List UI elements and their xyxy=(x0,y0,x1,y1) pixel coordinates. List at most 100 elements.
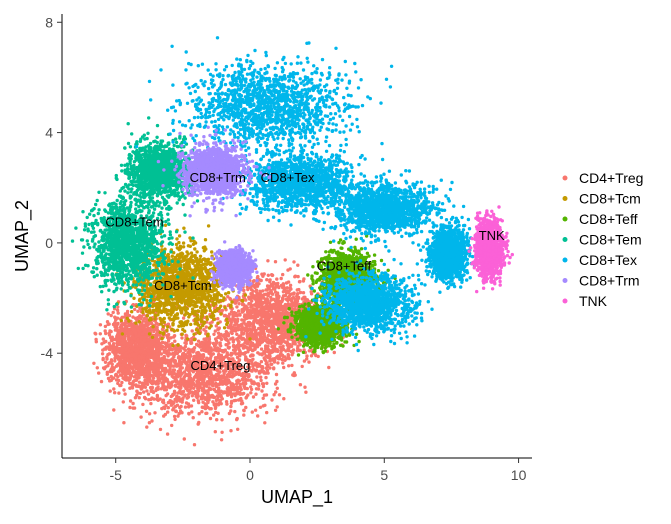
scatter-point xyxy=(264,288,268,292)
scatter-point xyxy=(188,352,192,356)
scatter-point xyxy=(202,375,207,379)
scatter-point xyxy=(266,371,270,375)
scatter-point xyxy=(281,285,285,290)
scatter-point xyxy=(254,288,259,292)
scatter-point xyxy=(192,391,197,396)
scatter-point xyxy=(171,368,176,372)
scatter-point xyxy=(297,280,302,284)
scatter-point xyxy=(251,353,255,357)
scatter-point xyxy=(99,379,104,384)
scatter-point xyxy=(109,358,114,362)
scatter-point xyxy=(223,306,227,310)
scatter-point xyxy=(154,364,158,368)
scatter-point xyxy=(227,346,231,350)
scatter-point xyxy=(248,312,253,316)
scatter-point xyxy=(136,364,140,368)
scatter-point xyxy=(187,384,191,389)
scatter-point xyxy=(217,382,221,387)
scatter-point xyxy=(288,294,292,298)
scatter-point xyxy=(254,328,258,333)
scatter-point xyxy=(168,346,172,351)
scatter-point xyxy=(263,350,267,354)
scatter-point xyxy=(156,374,160,379)
scatter-point xyxy=(155,328,159,332)
scatter-point xyxy=(246,374,250,378)
scatter-point xyxy=(282,365,286,370)
scatter-point xyxy=(256,414,260,418)
scatter-point xyxy=(278,345,282,349)
scatter-point xyxy=(121,363,125,367)
scatter-point xyxy=(166,325,170,329)
scatter-point xyxy=(248,337,252,341)
scatter-point xyxy=(250,341,255,345)
scatter-point xyxy=(192,332,196,336)
scatter-point xyxy=(93,331,97,335)
scatter-point xyxy=(214,384,219,389)
scatter-point xyxy=(169,394,173,399)
scatter-point xyxy=(136,328,140,332)
scatter-point xyxy=(155,397,159,401)
scatter-point xyxy=(250,410,254,414)
scatter-point xyxy=(201,379,205,383)
scatter-point xyxy=(276,361,280,365)
scatter-point xyxy=(265,340,269,344)
scatter-point xyxy=(204,247,208,251)
scatter-point xyxy=(173,417,177,422)
scatter-point xyxy=(145,425,149,429)
scatter-point xyxy=(219,438,224,442)
scatter-point xyxy=(249,295,253,299)
scatter-point xyxy=(286,298,290,303)
scatter-point xyxy=(189,378,194,383)
scatter-point xyxy=(98,332,103,336)
scatter-point xyxy=(169,352,173,356)
scatter-point xyxy=(153,354,158,358)
scatter-point xyxy=(253,408,258,412)
scatter-point xyxy=(98,323,103,327)
scatter-point xyxy=(216,411,220,415)
scatter-point xyxy=(298,383,303,387)
scatter-point xyxy=(283,324,287,329)
scatter-point xyxy=(250,299,254,303)
scatter-point xyxy=(127,369,132,373)
scatter-point xyxy=(270,273,274,277)
scatter-point xyxy=(101,348,105,352)
scatter-point xyxy=(213,362,217,366)
scatter-point xyxy=(183,405,188,409)
scatter-point xyxy=(281,361,285,365)
scatter-point xyxy=(172,406,176,410)
scatter-point xyxy=(267,312,271,316)
scatter-point xyxy=(257,321,261,325)
scatter-point xyxy=(296,296,300,301)
scatter-point xyxy=(213,430,217,434)
scatter-point xyxy=(242,413,246,417)
scatter-point xyxy=(235,417,239,422)
scatter-point xyxy=(229,399,234,404)
scatter-point xyxy=(235,385,239,389)
scatter-point xyxy=(249,391,253,395)
scatter-point xyxy=(185,366,189,370)
scatter-point xyxy=(288,267,292,271)
scatter-point xyxy=(290,302,294,306)
scatter-point xyxy=(215,368,219,372)
scatter-point xyxy=(289,287,293,291)
scatter-point xyxy=(262,356,266,360)
scatter-point xyxy=(134,356,138,361)
scatter-point xyxy=(196,399,200,403)
scatter-point xyxy=(164,368,168,372)
scatter-point xyxy=(160,345,165,349)
scatter-point xyxy=(113,359,117,363)
scatter-point xyxy=(125,316,129,320)
scatter-point xyxy=(177,362,181,366)
scatter-point xyxy=(307,360,311,364)
scatter-point xyxy=(237,368,242,373)
scatter-point xyxy=(295,288,299,292)
scatter-point xyxy=(144,317,149,321)
scatter-point xyxy=(147,332,152,336)
scatter-point xyxy=(139,335,143,339)
scatter-point xyxy=(159,359,163,363)
scatter-point xyxy=(133,307,137,312)
scatter-point xyxy=(251,395,256,399)
scatter-point xyxy=(121,322,125,327)
scatter-point xyxy=(207,375,212,379)
scatter-point xyxy=(201,400,205,404)
